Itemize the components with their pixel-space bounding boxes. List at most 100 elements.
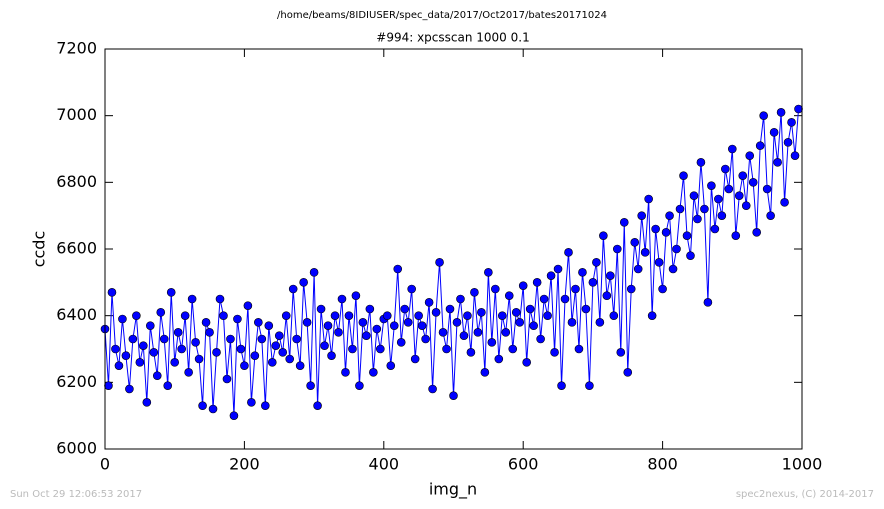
data-point xyxy=(773,158,782,167)
data-point xyxy=(480,368,490,377)
data-point xyxy=(658,284,667,294)
suptitle: /home/beams/8IDIUSER/spec_data/2017/Oct2… xyxy=(277,10,607,21)
data-point xyxy=(149,348,159,357)
data-point xyxy=(264,321,274,330)
data-point xyxy=(292,334,301,344)
data-point xyxy=(247,398,256,407)
data-point xyxy=(435,258,444,267)
data-point xyxy=(240,361,249,370)
data-point xyxy=(382,311,392,320)
data-point xyxy=(557,381,566,390)
data-point xyxy=(595,318,605,327)
data-point xyxy=(787,118,796,127)
data-point xyxy=(229,411,239,420)
data-point xyxy=(341,368,350,377)
data-point xyxy=(553,264,563,274)
data-point xyxy=(132,311,141,320)
data-point xyxy=(208,404,218,414)
data-point xyxy=(243,301,253,310)
data-point xyxy=(438,328,448,337)
data-point xyxy=(536,334,545,344)
data-point xyxy=(696,158,706,167)
data-point xyxy=(233,314,242,324)
data-point xyxy=(288,284,298,294)
data-point xyxy=(494,354,504,364)
data-point xyxy=(261,401,270,410)
data-point xyxy=(351,291,361,300)
data-point xyxy=(599,231,608,240)
data-point xyxy=(250,351,260,360)
data-point xyxy=(647,311,657,320)
data-point xyxy=(355,381,364,390)
data-point xyxy=(424,298,434,307)
data-point xyxy=(619,218,629,227)
data-point xyxy=(766,211,775,220)
data-point xyxy=(588,278,598,287)
y-tick-label: 7000 xyxy=(56,105,97,124)
chart-title: #994: xpcsscan 1000 0.1 xyxy=(376,31,529,45)
data-point xyxy=(651,224,660,234)
data-point xyxy=(609,311,619,320)
data-point xyxy=(313,401,322,410)
data-point xyxy=(776,108,786,117)
data-point xyxy=(191,338,200,347)
data-point xyxy=(320,341,329,350)
data-point xyxy=(724,184,734,194)
data-point xyxy=(602,291,612,300)
data-point xyxy=(396,338,406,347)
data-point xyxy=(606,271,615,280)
data-point xyxy=(679,171,688,180)
data-point xyxy=(780,198,789,207)
data-point xyxy=(755,141,765,150)
data-point xyxy=(567,318,577,327)
data-point xyxy=(564,248,573,257)
data-point xyxy=(267,358,277,367)
data-point xyxy=(362,331,371,340)
data-point xyxy=(414,311,423,320)
data-point xyxy=(665,211,674,220)
data-point xyxy=(198,401,207,410)
data-point xyxy=(745,151,755,160)
data-point xyxy=(170,358,179,367)
data-point xyxy=(146,321,155,330)
data-point xyxy=(689,191,699,200)
data-point xyxy=(431,308,441,317)
data-point xyxy=(717,211,727,220)
data-point xyxy=(372,324,382,334)
data-point xyxy=(278,348,288,357)
data-point xyxy=(633,264,643,274)
data-point xyxy=(309,268,319,277)
data-point xyxy=(491,284,500,294)
data-point xyxy=(710,224,720,234)
data-point xyxy=(762,184,772,194)
data-point xyxy=(752,228,761,237)
data-point xyxy=(675,204,685,214)
data-point xyxy=(459,331,469,340)
y-axis-label: ccdc xyxy=(30,231,49,268)
data-point xyxy=(700,204,709,214)
data-point xyxy=(334,328,343,337)
data-point xyxy=(428,384,437,394)
data-point xyxy=(212,348,221,357)
data-point xyxy=(306,381,315,390)
data-point xyxy=(727,144,737,154)
data-point xyxy=(177,344,186,354)
data-point xyxy=(630,238,640,247)
data-point xyxy=(376,344,385,354)
data-point xyxy=(226,334,235,344)
data-point xyxy=(111,344,120,354)
data-point xyxy=(470,288,479,297)
data-point xyxy=(128,334,138,344)
data-point xyxy=(612,244,622,254)
data-point xyxy=(581,304,591,314)
data-point xyxy=(525,304,535,314)
data-point xyxy=(142,398,152,407)
data-point xyxy=(344,311,354,320)
data-point xyxy=(585,381,594,390)
data-point xyxy=(452,318,462,327)
x-axis-label: img_n xyxy=(429,480,477,500)
data-point xyxy=(330,311,340,320)
data-point xyxy=(449,391,458,400)
data-point xyxy=(358,318,368,327)
data-point xyxy=(790,151,800,160)
